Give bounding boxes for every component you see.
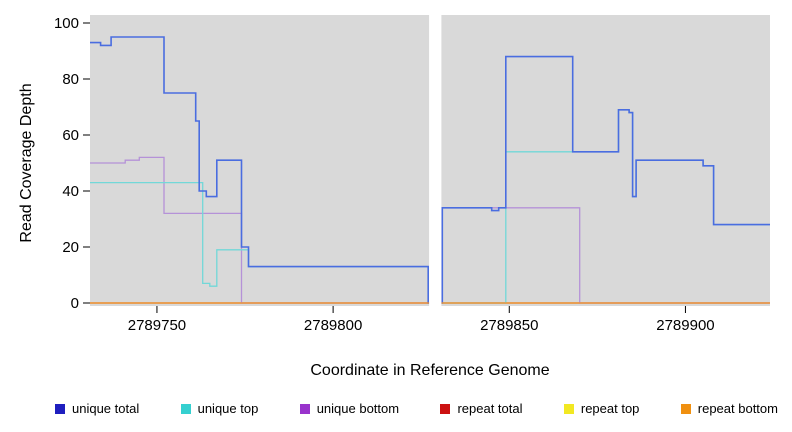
legend-label: repeat bottom — [697, 401, 778, 416]
legend-label: unique total — [72, 401, 140, 416]
legend-label: unique top — [197, 401, 259, 416]
legend-swatch — [440, 403, 451, 414]
y-axis-title: Read Coverage Depth — [18, 83, 35, 243]
legend-label: unique bottom — [316, 401, 400, 416]
legend-swatch — [55, 403, 65, 414]
legend-item: unique top — [180, 401, 259, 416]
legend-item: unique total — [55, 401, 139, 416]
y-tick-label: 100 — [54, 15, 79, 32]
legend-item: repeat total — [440, 401, 523, 416]
legend-swatch — [680, 403, 691, 414]
legend-label: repeat top — [580, 401, 640, 416]
legend-swatch — [563, 403, 574, 414]
x-tick-label: 2789900 — [656, 317, 714, 334]
y-tick-label: 80 — [62, 71, 79, 88]
x-axis-title: Coordinate in Reference Genome — [310, 362, 550, 379]
no-data-gap — [429, 15, 442, 306]
y-tick-label: 60 — [62, 127, 79, 144]
legend-item: unique bottom — [299, 401, 400, 416]
legend-item: repeat bottom — [680, 401, 778, 416]
legend-swatch — [180, 403, 191, 414]
x-tick-label: 2789850 — [480, 317, 538, 334]
y-tick-label: 20 — [62, 239, 79, 256]
legend: unique total unique top unique bottom repea… — [55, 401, 778, 416]
y-tick-label: 0 — [71, 295, 79, 312]
legend-swatch — [299, 403, 310, 414]
x-tick-label: 2789750 — [128, 317, 186, 334]
legend-label: repeat total — [457, 401, 523, 416]
series-unique-total — [90, 36, 770, 304]
x-tick-label: 2789800 — [304, 317, 362, 334]
legend-item: repeat top — [563, 401, 640, 416]
y-tick-label: 40 — [62, 183, 79, 200]
